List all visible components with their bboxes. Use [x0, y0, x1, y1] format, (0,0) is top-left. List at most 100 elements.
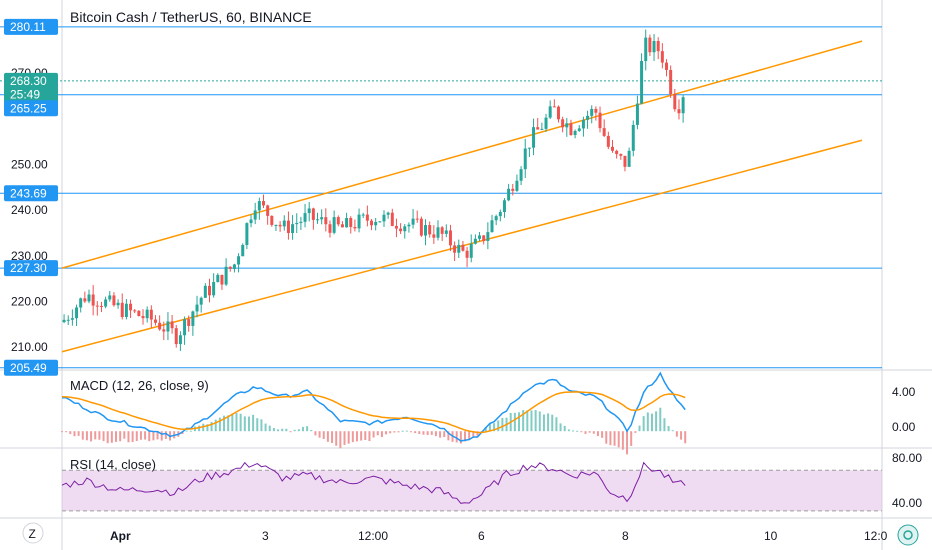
candle-body: [129, 303, 133, 311]
macd-hist-bar: [152, 431, 155, 441]
macd-hist-bar: [123, 431, 126, 439]
macd-hist-bar: [347, 431, 350, 444]
candle-body: [552, 106, 556, 108]
macd-hist-bar: [115, 431, 118, 442]
macd-hist-bar: [613, 431, 616, 446]
macd-hist-bar: [563, 425, 566, 432]
candle-body: [648, 37, 652, 53]
macd-hist-bar: [339, 431, 342, 449]
candle-body: [436, 227, 440, 238]
candle-body: [370, 220, 374, 226]
macd-hist-bar: [621, 431, 624, 450]
candle-body: [573, 130, 577, 135]
macd-hist-bar: [206, 424, 209, 432]
candle-body: [394, 225, 398, 229]
candle-body: [640, 61, 644, 104]
macd-hist-bar: [306, 426, 309, 432]
price-badge-label: 280.11: [10, 20, 46, 34]
macd-hist-bar: [605, 431, 608, 444]
candle-body: [440, 227, 444, 234]
candle-body: [340, 224, 344, 228]
candle-body: [536, 127, 540, 130]
candle-body: [286, 220, 290, 233]
candle-body: [303, 213, 307, 222]
candle-body: [141, 316, 145, 319]
candle-body: [216, 274, 220, 283]
candle-body: [627, 150, 631, 167]
candle-body: [291, 224, 295, 233]
candle-body: [228, 266, 232, 269]
candle-body: [83, 298, 87, 302]
price-badge: [4, 100, 58, 117]
candle-body: [660, 51, 664, 63]
macd-hist-bar: [630, 431, 633, 446]
candle-body: [623, 155, 627, 167]
candle-body: [532, 127, 536, 148]
price-badge: [4, 260, 58, 277]
candle-body: [307, 208, 311, 214]
macd-hist-bar: [530, 410, 533, 432]
candle-body: [87, 294, 91, 302]
candle-body: [241, 244, 245, 257]
candle-body: [224, 266, 228, 285]
macd-hist-bar: [617, 431, 620, 448]
macd-hist-bar: [106, 431, 109, 444]
settings-button[interactable]: [897, 524, 919, 546]
time-label-6: 6: [478, 529, 485, 543]
macd-hist-bar: [634, 431, 637, 433]
candle-body: [411, 218, 415, 225]
macd-hist-bar: [551, 414, 554, 432]
candle-body: [486, 232, 490, 241]
time-label-12: 12:0: [864, 529, 888, 543]
timezone-button[interactable]: Z: [22, 522, 44, 544]
price-badge: [4, 359, 58, 376]
candle-body: [378, 221, 382, 223]
time-label-8: 8: [622, 529, 629, 543]
time-label-10: 10: [764, 529, 778, 543]
macd-hist-bar: [247, 416, 250, 432]
macd-hist-bar: [534, 410, 537, 432]
candle-body: [195, 304, 199, 312]
macd-hist-bar: [447, 431, 450, 441]
candle-body: [469, 243, 473, 258]
candle-body: [104, 299, 108, 307]
candle-body: [544, 117, 548, 129]
price-tick: 250.00: [11, 157, 48, 171]
price-badge: [4, 185, 58, 202]
candle-body: [444, 230, 448, 234]
macd-hist-bar: [148, 431, 151, 442]
price-badge-label: 265.25: [10, 101, 47, 115]
macd-hist-bar: [601, 431, 604, 438]
candle-body: [424, 225, 428, 236]
candle-body: [498, 211, 502, 217]
macd-hist-bar: [422, 431, 425, 435]
candle-body: [166, 321, 170, 332]
candle-body: [482, 235, 486, 241]
candle-body: [419, 218, 423, 236]
macd-hist-bar: [497, 420, 500, 432]
macd-hist-bar: [476, 431, 479, 436]
macd-hist-bar: [210, 421, 213, 432]
macd-hist-bar: [223, 415, 226, 432]
macd-hist-bar: [584, 431, 587, 434]
rsi-band: [62, 470, 882, 511]
candle-body: [403, 226, 407, 232]
price-badge-label: 205.49: [10, 361, 47, 375]
macd-hist-bar: [310, 430, 313, 432]
candle-body: [203, 285, 207, 298]
macd-hist-bar: [119, 431, 122, 442]
candle-body: [178, 335, 182, 345]
macd-hist-bar: [285, 428, 288, 432]
macd-hist-bar: [547, 413, 550, 432]
candle-body: [212, 282, 216, 296]
candle-body: [635, 103, 639, 125]
macd-hist-bar: [102, 431, 105, 442]
macd-hist-bar: [131, 431, 134, 442]
macd-hist-bar: [397, 431, 400, 433]
macd-hist-bar: [98, 431, 101, 440]
candle-body: [465, 250, 469, 258]
candle-body: [345, 217, 349, 228]
macd-hist-bar: [567, 429, 570, 432]
macd-hist-bar: [409, 431, 412, 433]
